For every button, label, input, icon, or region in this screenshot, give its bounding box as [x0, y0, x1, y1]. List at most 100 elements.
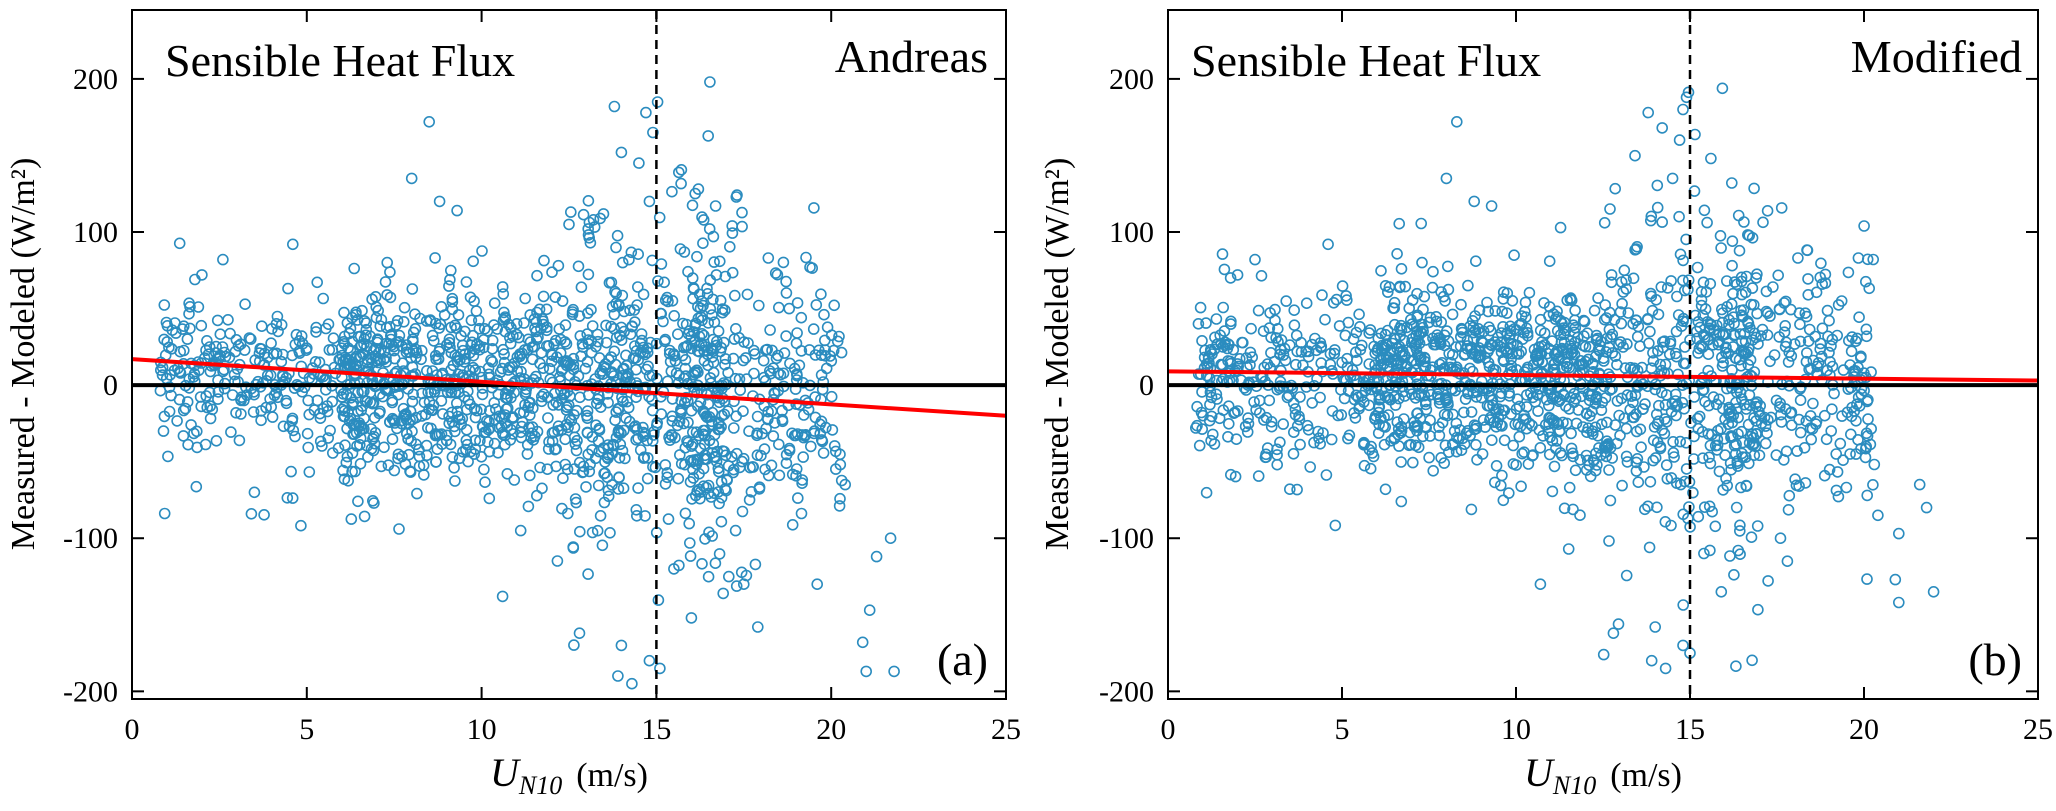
data-point-1109 [570, 404, 583, 417]
data-point-77 [339, 439, 351, 452]
data-point-1363 [1714, 230, 1727, 242]
data-point-1585 [277, 420, 290, 433]
data-point-907 [1289, 403, 1302, 415]
data-point-631 [214, 328, 227, 341]
data-point-1673 [1543, 448, 1556, 461]
data-point-1490 [1497, 494, 1510, 507]
data-point-1589 [1271, 449, 1283, 461]
data-point-680 [1564, 382, 1577, 394]
data-point-1341 [687, 326, 700, 338]
data-point-1444 [497, 314, 510, 326]
data-point-1403 [465, 314, 478, 327]
data-point-1463 [1720, 341, 1732, 354]
data-point-1085 [1664, 337, 1677, 350]
data-point-1618 [717, 587, 730, 600]
data-point-1270 [1745, 298, 1757, 311]
data-point-1498 [1565, 427, 1577, 440]
data-point-974 [1207, 428, 1219, 441]
data-point-233 [1674, 248, 1687, 261]
data-point-651 [763, 365, 776, 377]
data-point-1493 [684, 550, 697, 562]
data-point-1181 [1560, 400, 1572, 413]
data-point-424 [388, 414, 401, 427]
data-point-1604 [1457, 432, 1469, 445]
data-point-1200 [1375, 359, 1387, 371]
data-point-1521 [1785, 419, 1798, 432]
data-point-1010 [1467, 386, 1480, 399]
data-point-1113 [617, 395, 629, 408]
data-point-1582 [1433, 421, 1445, 433]
panel-b-title: Sensible Heat Flux [1191, 35, 1541, 86]
data-point-892 [322, 318, 335, 331]
data-point-1337 [1656, 216, 1668, 228]
data-point-1657 [1205, 434, 1217, 447]
data-point-628 [483, 445, 496, 458]
data-point-657 [532, 376, 545, 389]
data-point-1559 [281, 491, 294, 504]
x-axis-title-main-b: U [1524, 750, 1556, 795]
x-axis-title-sub-a: N10 [518, 771, 562, 800]
data-point-1712 [1468, 195, 1480, 208]
data-point-246 [1388, 302, 1400, 315]
data-point-1528 [1782, 503, 1795, 516]
data-point-1501 [1325, 433, 1338, 446]
data-point-1541 [1709, 520, 1722, 533]
data-point-764 [625, 246, 638, 259]
data-point-118 [1618, 264, 1631, 277]
data-point-915 [642, 360, 654, 373]
data-point-1189 [1485, 381, 1497, 394]
data-point-304 [1677, 274, 1689, 287]
x-axis-title-main-a: U [490, 750, 522, 795]
data-point-393 [464, 398, 476, 411]
data-point-1328 [1738, 216, 1750, 228]
data-point-1577 [1762, 414, 1774, 426]
data-point-1401 [1196, 334, 1208, 347]
data-point-1485 [1507, 439, 1519, 452]
data-point-769 [552, 399, 565, 411]
data-point-1494 [1643, 541, 1656, 554]
data-point-608 [406, 395, 419, 408]
data-point-1262 [356, 304, 368, 317]
data-point-1434 [391, 314, 404, 327]
data-point-1365 [1716, 316, 1729, 329]
data-point-290 [1204, 386, 1217, 399]
data-point-1646 [368, 430, 380, 443]
data-point-1008 [1635, 441, 1647, 454]
data-point-1152 [1434, 338, 1447, 351]
fit-line-a [131, 357, 1007, 418]
data-point-1437 [360, 317, 373, 329]
data-point-1082 [624, 376, 637, 389]
data-point-886 [314, 412, 327, 425]
data-point-1745 [157, 425, 170, 437]
data-point-1603 [1320, 469, 1333, 481]
data-point-931 [608, 370, 620, 382]
plot-frame-b [1167, 9, 2039, 700]
data-point-808 [1713, 465, 1726, 478]
data-point-1466 [1669, 347, 1682, 360]
data-point-1126 [1811, 360, 1823, 373]
data-point-771 [1682, 283, 1694, 296]
data-point-968 [1674, 435, 1686, 448]
data-point-649 [1675, 320, 1688, 333]
y-axis-ticks-a: -200 -100 0 100 200 [63, 63, 1006, 708]
data-point-1728 [381, 256, 394, 269]
data-point-1348 [1744, 321, 1756, 334]
data-point-1089 [397, 402, 410, 415]
data-point-1375 [400, 346, 413, 359]
data-point-1359 [1605, 269, 1618, 281]
data-point-1514 [729, 524, 742, 537]
data-point-356 [1627, 272, 1640, 285]
data-point-1279 [585, 346, 598, 359]
data-point-1435 [1394, 322, 1406, 335]
data-point-1592 [386, 433, 399, 446]
data-point-1234 [628, 304, 641, 316]
data-point-1304 [1867, 253, 1879, 266]
data-point-356 [762, 405, 774, 418]
data-point-1693 [536, 482, 548, 495]
data-point-1291 [282, 282, 294, 295]
data-point-572 [767, 430, 780, 442]
data-point-1343 [1707, 338, 1719, 351]
data-point-1332 [686, 272, 699, 284]
data-point-1264 [692, 300, 704, 313]
data-point-1747 [615, 639, 628, 652]
